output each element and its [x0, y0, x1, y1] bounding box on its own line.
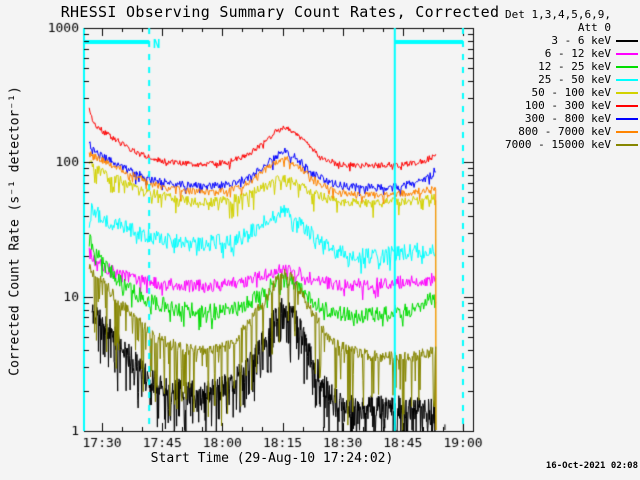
legend-entry: 100 - 300 keV	[486, 99, 638, 112]
legend-entry: 12 - 25 keV	[486, 60, 638, 73]
legend-line-swatch	[616, 117, 638, 120]
legend-entry-label: 50 - 100 keV	[531, 86, 611, 99]
legend-detector-header: Det 1,3,4,5,6,9,	[505, 8, 611, 21]
plot-creation-timestamp: 16-Oct-2021 02:08	[545, 461, 638, 471]
y-axis-label: Corrected Count Rate (s⁻¹ detector⁻¹)	[7, 86, 23, 376]
legend-entry-label: 3 - 6 keV	[551, 34, 611, 47]
legend-entry-label: 6 - 12 keV	[544, 47, 611, 60]
legend-entry-label: 100 - 300 keV	[524, 99, 611, 112]
legend-entry: 300 - 800 keV	[486, 112, 638, 125]
legend-entry-label: 25 - 50 keV	[538, 73, 611, 86]
legend-line-swatch	[616, 78, 638, 81]
legend-entry: 800 - 7000 keV	[486, 125, 638, 138]
legend-line-swatch	[616, 130, 638, 133]
x-axis-label: Start Time (29-Aug-10 17:24:02)	[150, 451, 394, 466]
legend-line-swatch	[616, 104, 638, 107]
legend-entry: 6 - 12 keV	[486, 47, 638, 60]
legend-entries: 3 - 6 keV 6 - 12 keV 12 - 25 keV 25 - 50 ke…	[486, 34, 638, 151]
legend-entry: 7000 - 15000 keV	[486, 138, 638, 151]
legend-line-swatch	[616, 39, 638, 42]
legend-entry: 50 - 100 keV	[486, 86, 638, 99]
legend-entry-label: 800 - 7000 keV	[518, 125, 611, 138]
legend-line-swatch	[616, 65, 638, 68]
legend-entry: 3 - 6 keV	[486, 34, 638, 47]
legend-line-swatch	[616, 143, 638, 146]
legend-entry-label: 12 - 25 keV	[538, 60, 611, 73]
legend-line-swatch	[616, 52, 638, 55]
chart-title: RHESSI Observing Summary Count Rates, Co…	[60, 3, 500, 21]
legend-entry: 25 - 50 keV	[486, 73, 638, 86]
legend: Det 1,3,4,5,6,9, Att 0 3 - 6 keV 6 - 12 k…	[486, 8, 638, 151]
legend-entry-label: 7000 - 15000 keV	[505, 138, 611, 151]
legend-line-swatch	[616, 91, 638, 94]
legend-attenuator-header: Att 0	[577, 21, 611, 34]
legend-entry-label: 300 - 800 keV	[524, 112, 611, 125]
